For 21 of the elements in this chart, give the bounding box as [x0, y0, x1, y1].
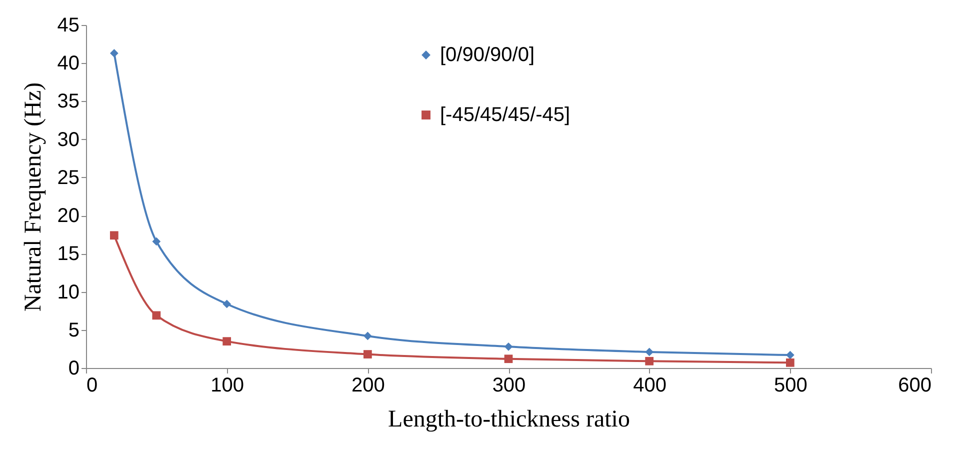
y-tick-label: 40: [57, 52, 80, 75]
x-tick-label: 0: [86, 374, 98, 396]
x-tick-label: 500: [774, 374, 808, 396]
y-tick-label: 15: [57, 243, 80, 266]
legend-label: [0/90/90/0]: [440, 44, 535, 66]
y-tick-label: 10: [57, 281, 80, 304]
y-tick-label: 25: [57, 166, 80, 189]
x-tick-label: 600: [898, 374, 932, 396]
y-tick-label: 5: [68, 319, 80, 342]
y-tick-label: 30: [57, 128, 80, 151]
x-tick-label: 400: [633, 374, 667, 396]
y-tick-label: 35: [57, 90, 80, 113]
x-tick-label: 200: [351, 374, 385, 396]
y-tick-label: 20: [57, 205, 80, 228]
x-tick-label: 100: [210, 374, 244, 396]
x-tick-label: 300: [492, 374, 526, 396]
y-axis-title: Natural Frequency (Hz): [20, 82, 46, 312]
legend-label: [-45/45/45/-45]: [440, 104, 570, 126]
y-tick-label: 0: [68, 358, 80, 380]
y-tick-label: 45: [57, 14, 80, 36]
x-axis-title: Length-to-thickness ratio: [388, 406, 630, 432]
